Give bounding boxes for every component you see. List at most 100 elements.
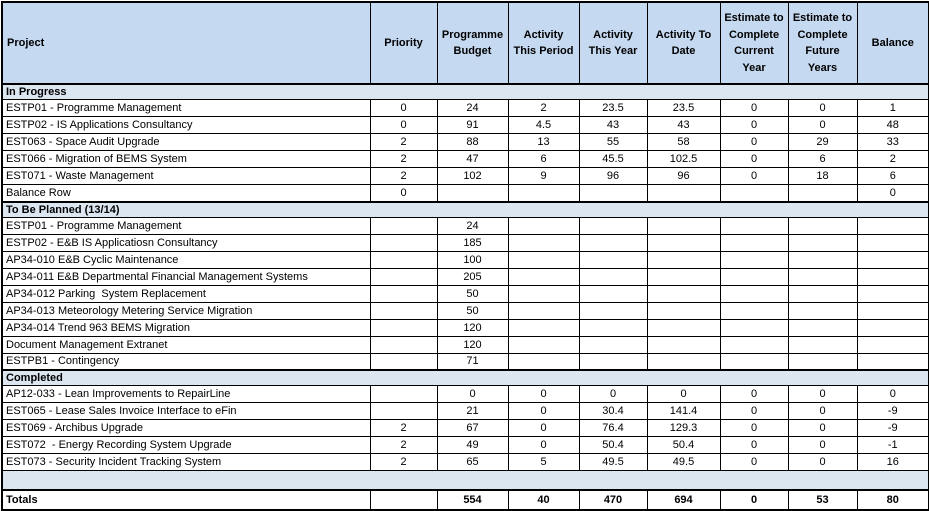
value-cell-programme-budget[interactable]: 120 (436, 318, 509, 337)
value-cell-estimate-to-complete-future-years[interactable] (787, 301, 858, 320)
value-cell-activity-to-date[interactable]: 49.5 (646, 453, 721, 471)
value-cell-activity-to-date[interactable] (646, 250, 721, 269)
project-cell[interactable]: ESTPB1 - Contingency (1, 352, 371, 371)
project-cell[interactable]: AP34-010 E&B Cyclic Maintenance (1, 250, 371, 269)
value-cell-estimate-to-complete-future-years[interactable] (787, 233, 858, 252)
value-cell-balance[interactable] (856, 267, 929, 286)
value-cell-activity-this-year[interactable]: 55 (578, 133, 648, 151)
value-cell-activity-to-date[interactable] (646, 184, 721, 202)
column-header-activity-this-period[interactable]: Activity This Period (507, 1, 580, 85)
value-cell-estimate-to-complete-current-year[interactable] (719, 284, 789, 303)
value-cell-estimate-to-complete-current-year[interactable] (719, 216, 789, 235)
value-cell-priority[interactable] (369, 385, 438, 403)
value-cell-programme-budget[interactable] (436, 184, 509, 202)
value-cell-estimate-to-complete-current-year[interactable] (719, 233, 789, 252)
value-cell-estimate-to-complete-current-year[interactable]: 0 (719, 402, 789, 420)
value-cell-activity-this-year[interactable]: 43 (578, 116, 648, 134)
value-cell-priority[interactable]: 0 (369, 116, 438, 134)
project-cell[interactable]: EST073 - Security Incident Tracking Syst… (1, 453, 371, 471)
value-cell-activity-to-date[interactable]: 58 (646, 133, 721, 151)
value-cell-estimate-to-complete-future-years[interactable]: 0 (787, 436, 858, 454)
value-cell-activity-this-period[interactable] (507, 216, 580, 235)
project-cell[interactable]: AP34-013 Meteorology Metering Service Mi… (1, 301, 371, 320)
value-cell-estimate-to-complete-future-years[interactable]: 6 (787, 150, 858, 168)
value-cell-activity-this-period[interactable] (507, 335, 580, 354)
value-cell-activity-this-period[interactable] (507, 318, 580, 337)
project-cell[interactable]: AP34-012 Parking System Replacement (1, 284, 371, 303)
value-cell-programme-budget[interactable]: 91 (436, 116, 509, 134)
section-label-to-be-planned-13-14[interactable]: To Be Planned (13/14) (1, 200, 929, 218)
column-header-programme-budget[interactable]: Programme Budget (436, 1, 509, 85)
value-cell-balance[interactable] (856, 233, 929, 252)
value-cell-balance[interactable]: 16 (856, 453, 929, 471)
value-cell-programme-budget[interactable]: 205 (436, 267, 509, 286)
value-cell-balance[interactable] (856, 284, 929, 303)
value-cell-priority[interactable] (369, 250, 438, 269)
project-cell[interactable]: EST069 - Archibus Upgrade (1, 419, 371, 437)
value-cell-estimate-to-complete-current-year[interactable]: 0 (719, 167, 789, 185)
value-cell-estimate-to-complete-current-year[interactable]: 0 (719, 419, 789, 437)
value-cell-activity-this-period[interactable] (507, 250, 580, 269)
value-cell-programme-budget[interactable]: 120 (436, 335, 509, 354)
project-cell[interactable]: Document Management Extranet (1, 335, 371, 354)
project-cell[interactable]: EST066 - Migration of BEMS System (1, 150, 371, 168)
value-cell-programme-budget[interactable]: 49 (436, 436, 509, 454)
column-header-balance[interactable]: Balance (856, 1, 929, 85)
value-cell-balance[interactable]: 1 (856, 99, 929, 117)
value-cell-activity-this-year[interactable]: 96 (578, 167, 648, 185)
value-cell-activity-this-year[interactable] (578, 318, 648, 337)
value-cell-estimate-to-complete-current-year[interactable]: 0 (719, 99, 789, 117)
value-cell-priority[interactable] (369, 318, 438, 337)
value-cell-priority[interactable] (369, 233, 438, 252)
value-cell-activity-this-year[interactable] (578, 250, 648, 269)
value-cell-priority[interactable] (369, 352, 438, 371)
value-cell-estimate-to-complete-future-years[interactable] (787, 267, 858, 286)
value-cell-activity-to-date[interactable]: 23.5 (646, 99, 721, 117)
value-cell-priority[interactable] (369, 301, 438, 320)
project-cell[interactable]: ESTP02 - IS Applications Consultancy (1, 116, 371, 134)
value-cell-balance[interactable]: 33 (856, 133, 929, 151)
value-cell-priority[interactable] (369, 216, 438, 235)
column-header-activity-this-year[interactable]: Activity This Year (578, 1, 648, 85)
value-cell-activity-this-period[interactable]: 0 (507, 436, 580, 454)
value-cell-estimate-to-complete-current-year[interactable]: 0 (719, 385, 789, 403)
value-cell-activity-to-date[interactable] (646, 352, 721, 371)
value-cell-activity-this-year[interactable]: 76.4 (578, 419, 648, 437)
totals-value-balance[interactable]: 80 (856, 489, 929, 510)
value-cell-priority[interactable] (369, 267, 438, 286)
value-cell-programme-budget[interactable]: 88 (436, 133, 509, 151)
value-cell-balance[interactable]: 6 (856, 167, 929, 185)
value-cell-balance[interactable] (856, 335, 929, 354)
value-cell-estimate-to-complete-future-years[interactable]: 29 (787, 133, 858, 151)
value-cell-activity-this-year[interactable]: 49.5 (578, 453, 648, 471)
column-header-estimate-to-complete-future-years[interactable]: Estimate to Complete Future Years (787, 1, 858, 85)
value-cell-activity-this-period[interactable]: 13 (507, 133, 580, 151)
value-cell-balance[interactable] (856, 216, 929, 235)
value-cell-estimate-to-complete-current-year[interactable] (719, 301, 789, 320)
value-cell-balance[interactable] (856, 250, 929, 269)
value-cell-activity-this-period[interactable] (507, 233, 580, 252)
value-cell-estimate-to-complete-future-years[interactable]: 0 (787, 385, 858, 403)
value-cell-priority[interactable]: 2 (369, 150, 438, 168)
value-cell-activity-this-period[interactable]: 6 (507, 150, 580, 168)
value-cell-programme-budget[interactable]: 100 (436, 250, 509, 269)
value-cell-activity-this-year[interactable] (578, 216, 648, 235)
value-cell-activity-this-year[interactable] (578, 267, 648, 286)
value-cell-programme-budget[interactable]: 47 (436, 150, 509, 168)
value-cell-estimate-to-complete-current-year[interactable] (719, 352, 789, 371)
value-cell-activity-this-period[interactable]: 0 (507, 385, 580, 403)
value-cell-estimate-to-complete-current-year[interactable] (719, 267, 789, 286)
value-cell-balance[interactable]: -9 (856, 419, 929, 437)
value-cell-activity-this-period[interactable]: 2 (507, 99, 580, 117)
value-cell-estimate-to-complete-future-years[interactable] (787, 216, 858, 235)
value-cell-activity-this-period[interactable] (507, 352, 580, 371)
value-cell-balance[interactable] (856, 301, 929, 320)
value-cell-estimate-to-complete-current-year[interactable]: 0 (719, 116, 789, 134)
value-cell-activity-this-year[interactable]: 23.5 (578, 99, 648, 117)
value-cell-programme-budget[interactable]: 71 (436, 352, 509, 371)
section-label-completed[interactable]: Completed (1, 369, 929, 386)
value-cell-activity-to-date[interactable]: 96 (646, 167, 721, 185)
value-cell-estimate-to-complete-current-year[interactable]: 0 (719, 436, 789, 454)
value-cell-activity-to-date[interactable] (646, 335, 721, 354)
value-cell-priority[interactable] (369, 402, 438, 420)
